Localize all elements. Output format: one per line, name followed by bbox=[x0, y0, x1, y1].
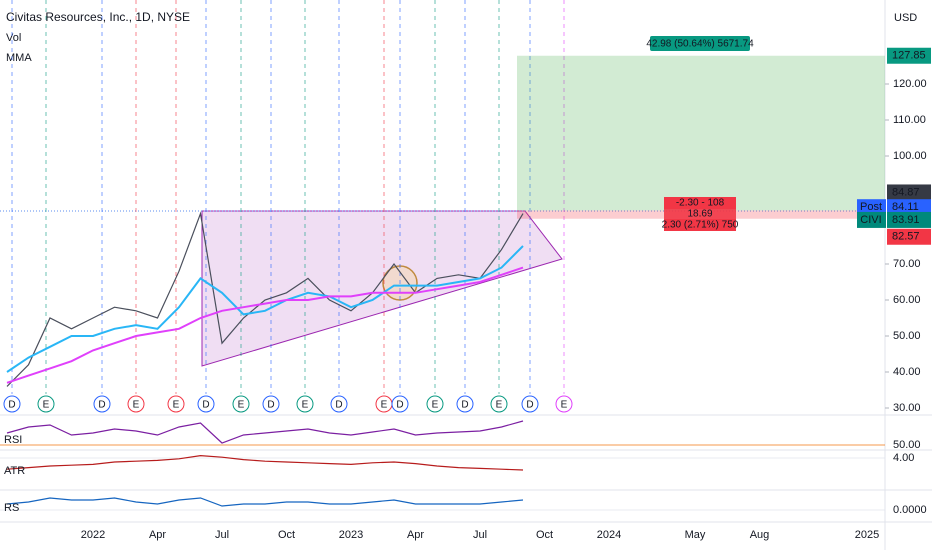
y-tick-label: 0.0000 bbox=[893, 504, 927, 516]
event-badge bbox=[93, 395, 111, 413]
price-label-box bbox=[887, 228, 931, 245]
event-badge bbox=[521, 395, 539, 413]
event-label: D bbox=[526, 400, 533, 411]
measure-label: 18.69 bbox=[687, 209, 712, 220]
event-label: D bbox=[8, 400, 15, 411]
y-tick-label: 50.00 bbox=[893, 439, 921, 451]
price-label-box bbox=[887, 184, 931, 201]
pane-name: RSI bbox=[4, 434, 22, 446]
x-tick-label: May bbox=[685, 529, 706, 541]
currency: USD bbox=[894, 12, 917, 24]
price-label-name: CIVI bbox=[860, 214, 881, 226]
x-tick-label: Oct bbox=[536, 529, 553, 541]
event-label: E bbox=[561, 400, 568, 411]
measure-label: -2.30 - 108 bbox=[676, 198, 725, 209]
event-badge bbox=[330, 395, 348, 413]
event-badge bbox=[262, 395, 280, 413]
price-label: 84.87 bbox=[892, 186, 920, 198]
legend-item: MMA bbox=[6, 52, 32, 64]
event-label: E bbox=[432, 400, 439, 411]
x-tick-label: Apr bbox=[407, 529, 424, 541]
price-label-box bbox=[887, 211, 931, 228]
x-tick-label: Apr bbox=[149, 529, 166, 541]
x-tick-label: Oct bbox=[278, 529, 295, 541]
x-tick-label: Aug bbox=[750, 529, 770, 541]
event-label: E bbox=[381, 400, 388, 411]
event-label: E bbox=[133, 400, 140, 411]
measure-box bbox=[664, 197, 736, 209]
series-line bbox=[6, 245, 524, 373]
pane-name: RS bbox=[4, 502, 19, 514]
measure-box bbox=[650, 36, 750, 51]
event-label: E bbox=[302, 400, 309, 411]
price-label-box bbox=[887, 47, 931, 64]
event-badge bbox=[391, 395, 409, 413]
price-label: 84.11 bbox=[892, 201, 919, 213]
x-tick-label: 2025 bbox=[855, 529, 879, 541]
event-label: E bbox=[496, 400, 503, 411]
event-label: D bbox=[335, 400, 342, 411]
indicator-line bbox=[6, 454, 524, 471]
event-badge bbox=[197, 395, 215, 413]
y-tick-label: 4.00 bbox=[893, 452, 914, 464]
indicator-line bbox=[6, 497, 524, 507]
y-tick-label: 120.00 bbox=[893, 78, 927, 90]
measure-label: 42.98 (50.64%) 5671.74 bbox=[646, 39, 754, 50]
event-label: E bbox=[238, 400, 245, 411]
event-badge bbox=[426, 395, 444, 413]
price-label: 83.91 bbox=[892, 214, 920, 226]
event-label: D bbox=[267, 400, 274, 411]
x-tick-label: Jul bbox=[215, 529, 229, 541]
price-label: 127.85 bbox=[892, 50, 926, 62]
y-tick-label: 110.00 bbox=[893, 114, 926, 126]
x-tick-label: 2024 bbox=[597, 529, 621, 541]
event-label: E bbox=[173, 400, 180, 411]
event-label: D bbox=[202, 400, 209, 411]
event-badge bbox=[490, 395, 508, 413]
event-badge bbox=[456, 395, 474, 413]
event-badge bbox=[232, 395, 250, 413]
event-label: D bbox=[396, 400, 403, 411]
y-tick-label: 40.00 bbox=[893, 366, 921, 378]
series-line bbox=[6, 266, 524, 384]
measure-box bbox=[664, 219, 736, 231]
y-tick-label: 30.00 bbox=[893, 402, 921, 414]
event-badge bbox=[37, 395, 55, 413]
price-label: 82.57 bbox=[892, 231, 920, 243]
x-tick-label: 2023 bbox=[339, 529, 363, 541]
y-tick-label: 50.00 bbox=[893, 330, 921, 342]
price-label-name: Post bbox=[860, 201, 882, 213]
event-badge bbox=[555, 395, 573, 413]
x-tick-label: 2022 bbox=[81, 529, 105, 541]
event-badge bbox=[127, 395, 145, 413]
price-label-box bbox=[857, 199, 886, 216]
event-badge bbox=[167, 395, 185, 413]
profit-zone bbox=[517, 55, 885, 211]
chart-title: Civitas Resources, Inc., 1D, NYSE bbox=[6, 10, 190, 24]
price-label-box bbox=[887, 199, 931, 216]
x-tick-label: Jul bbox=[473, 529, 487, 541]
event-label: D bbox=[461, 400, 468, 411]
price-label-box bbox=[857, 211, 886, 228]
legend-item: Vol bbox=[6, 32, 21, 44]
measure-label: 2.30 (2.71%) 750 bbox=[662, 220, 739, 231]
y-tick-label: 70.00 bbox=[893, 258, 921, 270]
measure-box bbox=[664, 208, 736, 220]
y-tick-label: 60.00 bbox=[893, 294, 921, 306]
event-badge bbox=[3, 395, 21, 413]
y-tick-label: 100.00 bbox=[893, 150, 927, 162]
event-label: D bbox=[98, 400, 105, 411]
event-label: E bbox=[43, 400, 50, 411]
series-line bbox=[6, 211, 524, 387]
pane-name: ATR bbox=[4, 465, 25, 477]
indicator-line bbox=[6, 420, 524, 444]
event-badge bbox=[296, 395, 314, 413]
